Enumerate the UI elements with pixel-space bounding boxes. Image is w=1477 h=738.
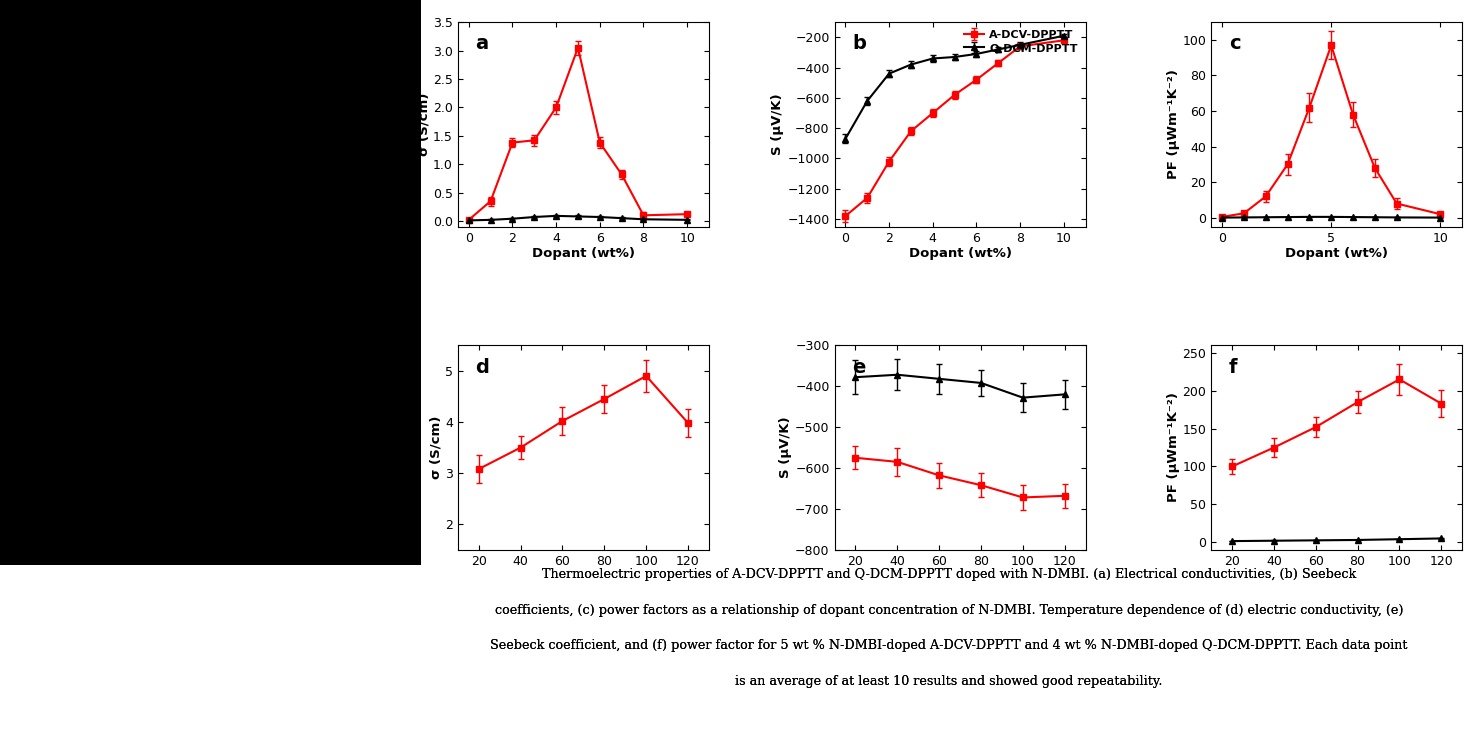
- Text: f: f: [1229, 357, 1238, 376]
- Text: b: b: [852, 35, 866, 53]
- Y-axis label: σ (S/cm): σ (S/cm): [430, 415, 442, 479]
- Text: a: a: [476, 35, 489, 53]
- X-axis label: Temperature (°C): Temperature (°C): [518, 570, 648, 584]
- Y-axis label: PF (μWm⁻¹K⁻²): PF (μWm⁻¹K⁻²): [1167, 69, 1180, 179]
- Y-axis label: σ (S/cm): σ (S/cm): [417, 93, 430, 156]
- Legend: A-DCV-DPPTT, Q-DCM-DPPTT: A-DCV-DPPTT, Q-DCM-DPPTT: [962, 28, 1080, 55]
- Text: coefficients, (c) power factors as a relationship of dopant concentration of N-D: coefficients, (c) power factors as a rel…: [495, 604, 1403, 617]
- Text: Thermoelectric properties of A-DCV-DPPTT and Q-DCM-DPPTT doped with N-DMBI. (a) : Thermoelectric properties of A-DCV-DPPTT…: [542, 568, 1356, 582]
- Text: c: c: [1229, 35, 1241, 53]
- Text: Seebeck coefficient, and (f) power factor for 5 wt % N-DMBI-doped A-DCV-DPPTT an: Seebeck coefficient, and (f) power facto…: [490, 639, 1408, 652]
- Text: d: d: [476, 357, 489, 376]
- Y-axis label: PF (μWm⁻¹K⁻²): PF (μWm⁻¹K⁻²): [1167, 393, 1180, 503]
- Text: is an average of at least 10 results and showed good repeatability.: is an average of at least 10 results and…: [736, 675, 1162, 688]
- X-axis label: Dopant (wt%): Dopant (wt%): [532, 247, 635, 261]
- Text: e: e: [852, 357, 866, 376]
- Text: Thermoelectric properties of A-DCV-DPPTT and Q-DCM-DPPTT doped with N-DMBI. (a) : Thermoelectric properties of A-DCV-DPPTT…: [542, 568, 1356, 582]
- Y-axis label: S (μV/K): S (μV/K): [780, 417, 792, 478]
- X-axis label: Temperature (°C): Temperature (°C): [1272, 570, 1402, 584]
- Text: Seebeck coefficient, and (f) power factor for 5 wt % N-DMBI-doped A-DCV-DPPTT an: Seebeck coefficient, and (f) power facto…: [490, 639, 1408, 652]
- X-axis label: Dopant (wt%): Dopant (wt%): [908, 247, 1012, 261]
- X-axis label: Temperature (°C): Temperature (°C): [895, 570, 1025, 584]
- Text: coefficients, (c) power factors as a relationship of dopant concentration of N-D: coefficients, (c) power factors as a rel…: [495, 604, 1403, 617]
- X-axis label: Dopant (wt%): Dopant (wt%): [1285, 247, 1388, 261]
- Y-axis label: S (μV/K): S (μV/K): [771, 94, 784, 155]
- Text: is an average of at least 10 results and showed good repeatability.: is an average of at least 10 results and…: [736, 675, 1162, 688]
